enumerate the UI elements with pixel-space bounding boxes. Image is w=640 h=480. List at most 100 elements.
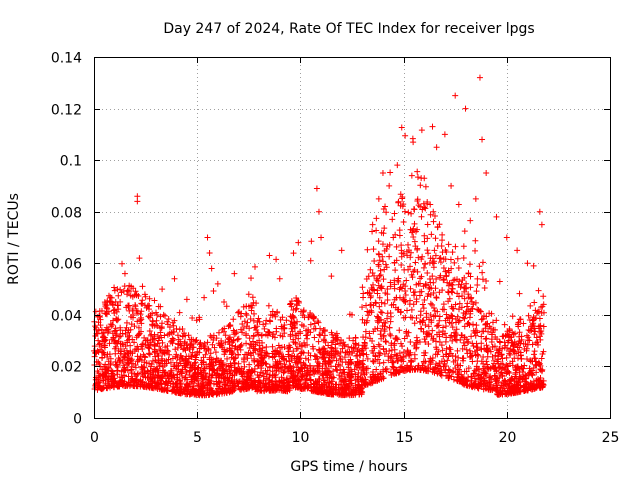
- y-tick-label: 0: [73, 412, 82, 428]
- data-point: [359, 350, 366, 357]
- data-point: [414, 168, 421, 175]
- data-point: [396, 232, 403, 239]
- data-point: [115, 292, 122, 299]
- data-point: [176, 385, 183, 392]
- data-point: [460, 339, 467, 346]
- data-point: [287, 300, 294, 307]
- data-point: [367, 294, 374, 301]
- data-point: [424, 247, 431, 254]
- data-point: [300, 360, 307, 367]
- data-point: [330, 338, 337, 345]
- data-point: [345, 371, 352, 378]
- data-point: [119, 330, 126, 337]
- data-point: [189, 349, 196, 356]
- data-point: [207, 350, 214, 357]
- data-point-peak: [136, 255, 143, 262]
- data-point: [150, 385, 157, 392]
- data-point-peak: [208, 265, 215, 272]
- data-point: [128, 376, 135, 383]
- data-point: [166, 351, 173, 358]
- data-point: [313, 380, 320, 387]
- data-point: [119, 260, 126, 267]
- data-point: [325, 342, 332, 349]
- data-point: [139, 379, 146, 386]
- data-point: [442, 323, 449, 330]
- data-point: [355, 342, 362, 349]
- data-point: [394, 162, 401, 169]
- x-tick-label: 0: [90, 430, 99, 446]
- data-point: [176, 309, 183, 316]
- data-point-peak: [134, 198, 141, 205]
- data-point: [214, 380, 221, 387]
- data-point: [105, 367, 112, 374]
- data-point: [380, 258, 387, 265]
- data-point: [534, 382, 541, 389]
- data-point: [410, 234, 417, 241]
- data-point: [424, 221, 431, 228]
- data-point: [132, 361, 139, 368]
- data-point-peak: [452, 92, 459, 99]
- data-point: [526, 327, 533, 334]
- data-point: [304, 335, 311, 342]
- data-point: [443, 345, 450, 352]
- data-point: [539, 368, 546, 375]
- data-point: [275, 364, 282, 371]
- data-point: [255, 315, 262, 322]
- data-point: [395, 199, 402, 206]
- data-point: [124, 302, 131, 309]
- data-point: [305, 349, 312, 356]
- data-point: [417, 325, 424, 332]
- data-point-peak: [476, 74, 483, 81]
- data-point: [463, 285, 470, 292]
- data-point: [472, 247, 479, 254]
- data-point: [439, 306, 446, 313]
- data-point: [111, 338, 118, 345]
- data-point: [463, 368, 470, 375]
- data-point: [486, 310, 493, 317]
- data-point: [509, 329, 516, 336]
- data-point: [205, 380, 212, 387]
- data-point: [174, 344, 181, 351]
- data-point: [193, 354, 200, 361]
- data-point: [186, 346, 193, 353]
- data-point: [501, 339, 508, 346]
- data-point: [342, 377, 349, 384]
- data-point: [434, 322, 441, 329]
- data-point: [454, 347, 461, 354]
- data-point: [460, 254, 467, 261]
- data-point: [428, 319, 435, 326]
- data-point: [369, 286, 376, 293]
- data-point: [419, 253, 426, 260]
- data-point: [110, 307, 117, 314]
- data-point: [403, 329, 410, 336]
- data-point: [227, 360, 234, 367]
- data-point: [507, 377, 514, 384]
- data-point: [412, 259, 419, 266]
- data-point: [430, 279, 437, 286]
- data-point: [294, 345, 301, 352]
- data-point: [213, 355, 220, 362]
- data-point: [459, 332, 466, 339]
- data-point: [449, 249, 456, 256]
- data-point: [96, 341, 103, 348]
- data-point: [168, 337, 175, 344]
- data-point: [402, 291, 409, 298]
- data-point: [311, 320, 318, 327]
- data-point: [335, 361, 342, 368]
- data-point: [495, 356, 502, 363]
- data-point: [120, 354, 127, 361]
- data-point: [139, 283, 146, 290]
- data-point: [116, 379, 123, 386]
- data-point: [410, 289, 417, 296]
- data-point: [381, 266, 388, 273]
- data-point: [187, 367, 194, 374]
- data-point: [474, 275, 481, 282]
- data-point: [131, 292, 138, 299]
- data-point: [439, 347, 446, 354]
- data-point: [440, 265, 447, 272]
- data-point: [243, 303, 250, 310]
- data-point: [193, 317, 200, 324]
- data-point: [329, 345, 336, 352]
- data-point: [311, 369, 318, 375]
- data-point: [221, 368, 228, 375]
